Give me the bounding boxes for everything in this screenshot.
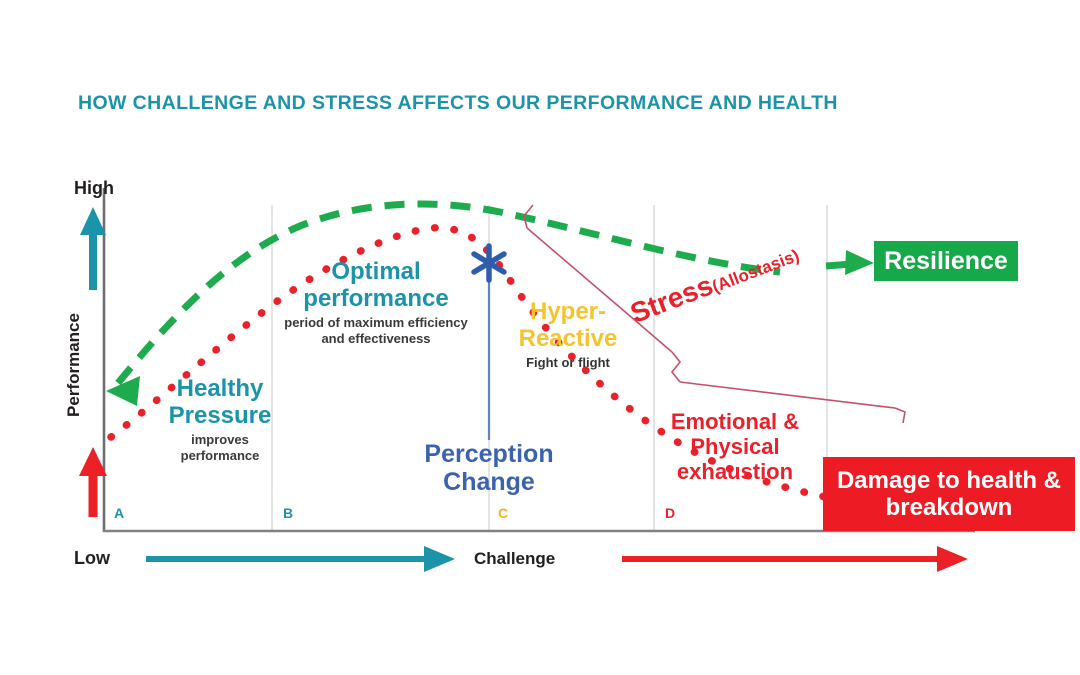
annotation-optimal-performance-heading: Optimal performance [303, 258, 449, 313]
annotation-perception-change-heading: Perception Change [424, 440, 554, 497]
annotation-hyper-reactive-sub: Fight or flight [526, 355, 610, 371]
x-axis-title: Challenge [474, 549, 556, 568]
annotation-exhaustion: Emotional & Physical exhaustion [655, 409, 815, 485]
resilience-curve [115, 200, 781, 386]
annotation-exhaustion-heading: Emotional & Physical exhaustion [670, 409, 800, 484]
healthy-pressure-arrowhead [106, 376, 140, 406]
callout-damage-label: Damage to health & breakdown [836, 466, 1062, 521]
page-title: HOW CHALLENGE AND STRESS AFFECTS OUR PER… [78, 92, 838, 114]
challenge-arrow-teal [146, 546, 455, 572]
y-axis-title: Performance [64, 313, 83, 417]
annotation-perception-change: Perception Change [414, 440, 564, 497]
y-axis-low-label: Low [74, 548, 110, 568]
callout-resilience: Resilience [874, 241, 1018, 281]
annotation-optimal-performance-sub: period of maximum efficiency and effecti… [284, 315, 468, 346]
zone-label-d: D [665, 505, 676, 521]
callout-damage: Damage to health & breakdown [823, 457, 1075, 531]
perception-change-marker [471, 243, 507, 440]
annotation-healthy-pressure-heading: Healthy Pressure [168, 375, 272, 430]
y-axis-high-label: High [74, 178, 114, 198]
callout-resilience-label: Resilience [884, 246, 1008, 275]
annotation-optimal-performance: Optimal performance period of maximum ef… [276, 258, 476, 346]
challenge-arrow-red [622, 546, 968, 572]
resilience-arrowhead [825, 250, 874, 275]
zone-label-a: A [114, 505, 125, 521]
zone-label-b: B [283, 505, 294, 521]
up-arrow-teal [80, 207, 106, 290]
up-arrow-red [79, 447, 107, 517]
annotation-healthy-pressure-sub: improves performance [180, 432, 260, 463]
annotation-hyper-reactive: Hyper- Reactive Fight or flight [503, 298, 633, 371]
stress-brace [523, 204, 906, 424]
zone-label-c: C [498, 505, 509, 521]
annotation-healthy-pressure: Healthy Pressure improves performance [150, 375, 290, 463]
annotation-hyper-reactive-heading: Hyper- Reactive [518, 298, 618, 353]
